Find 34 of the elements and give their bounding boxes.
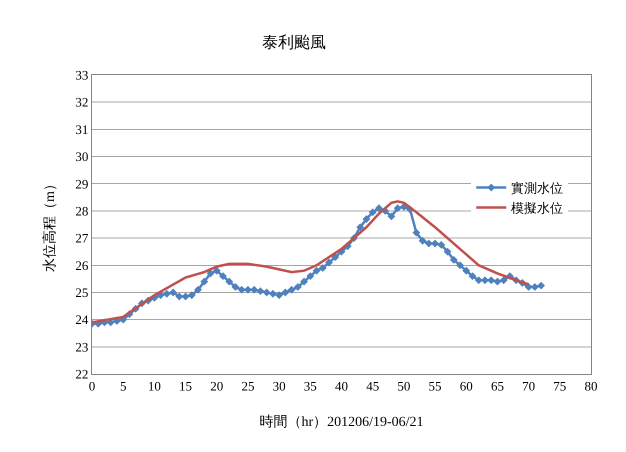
x-tick-label: 5 xyxy=(120,378,126,394)
legend-label: 實測水位 xyxy=(511,180,564,196)
x-tick-label: 30 xyxy=(272,378,286,394)
x-tick-label: 80 xyxy=(584,378,598,394)
x-tick-label: 75 xyxy=(553,378,566,394)
x-tick-label: 10 xyxy=(148,378,161,394)
x-tick-label: 45 xyxy=(366,378,380,394)
y-tick-label: 29 xyxy=(75,176,88,192)
x-tick-label: 0 xyxy=(88,378,96,394)
y-tick-label: 23 xyxy=(75,339,88,354)
x-tick-label: 70 xyxy=(522,378,536,394)
y-tick-label: 26 xyxy=(75,258,89,273)
x-tick-label: 25 xyxy=(241,378,254,394)
x-tick-label: 60 xyxy=(460,378,473,394)
legend-label: 模擬水位 xyxy=(511,200,564,216)
y-tick-label: 30 xyxy=(75,149,88,164)
y-tick-label: 25 xyxy=(75,285,88,300)
y-tick-label: 31 xyxy=(75,122,88,137)
x-tick-label: 20 xyxy=(210,378,224,394)
y-tick-label: 32 xyxy=(75,94,88,110)
x-tick-label: 65 xyxy=(490,378,504,394)
y-tick-label: 24 xyxy=(75,312,89,328)
chart-title: 泰利颱風 xyxy=(262,33,326,52)
y-tick-label: 33 xyxy=(75,68,88,83)
y-tick-label: 28 xyxy=(75,203,88,218)
x-tick-label: 50 xyxy=(397,378,410,394)
x-axis-title: 時間（hr）201206/19-06/21 xyxy=(259,414,424,430)
x-tick-label: 35 xyxy=(304,378,317,394)
y-tick-label: 27 xyxy=(75,230,89,246)
x-tick-label: 55 xyxy=(428,378,442,394)
x-tick-label: 15 xyxy=(179,378,192,394)
y-axis-title: 水位高程（m） xyxy=(42,177,58,272)
y-tick-label: 22 xyxy=(75,366,88,382)
x-tick-label: 40 xyxy=(335,378,348,394)
